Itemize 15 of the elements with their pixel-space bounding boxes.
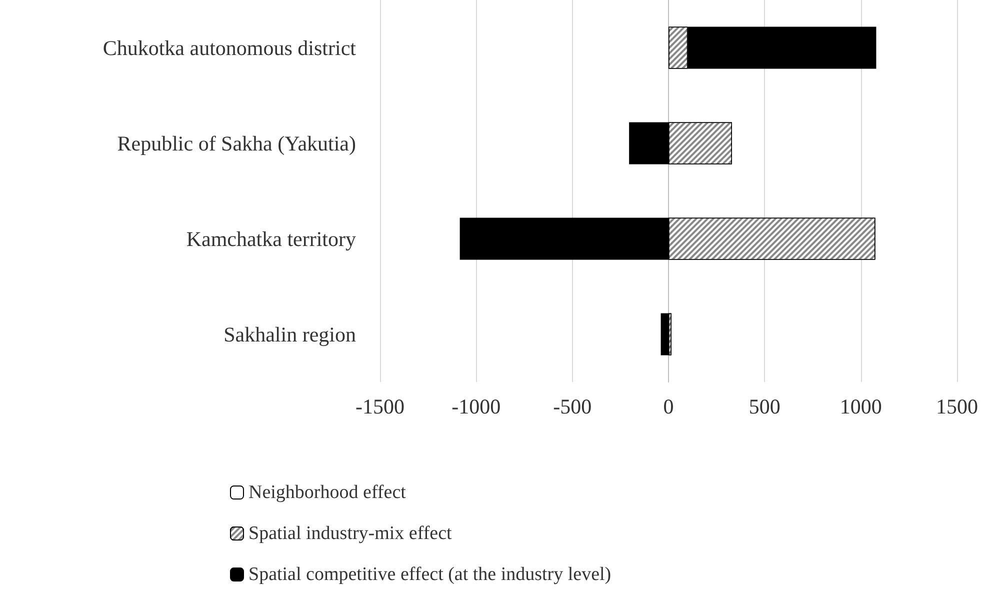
- x-tick-label: -500: [553, 394, 592, 418]
- x-tick-label: 0: [663, 394, 674, 418]
- legend-label: Spatial competitive effect (at the industry level): [248, 564, 612, 585]
- bar: [660, 313, 668, 356]
- x-tick-label: -1500: [356, 394, 404, 418]
- legend-label: Spatial industry-mix effect: [248, 523, 453, 544]
- y-tick-label: Sakhalin region: [224, 322, 356, 346]
- legend-label: Neighborhood effect: [248, 482, 407, 503]
- y-tick-label: Republic of Sakha (Yakutia): [117, 131, 356, 156]
- y-tick-label: Kamchatka territory: [186, 226, 356, 251]
- x-tick-label: 1500: [936, 394, 978, 418]
- y-tick-label: Chukotka autonomous district: [102, 36, 356, 60]
- x-tick-label: -1000: [452, 394, 501, 418]
- x-tick-label: 1000: [840, 394, 882, 418]
- x-tick-label: 500: [748, 394, 780, 418]
